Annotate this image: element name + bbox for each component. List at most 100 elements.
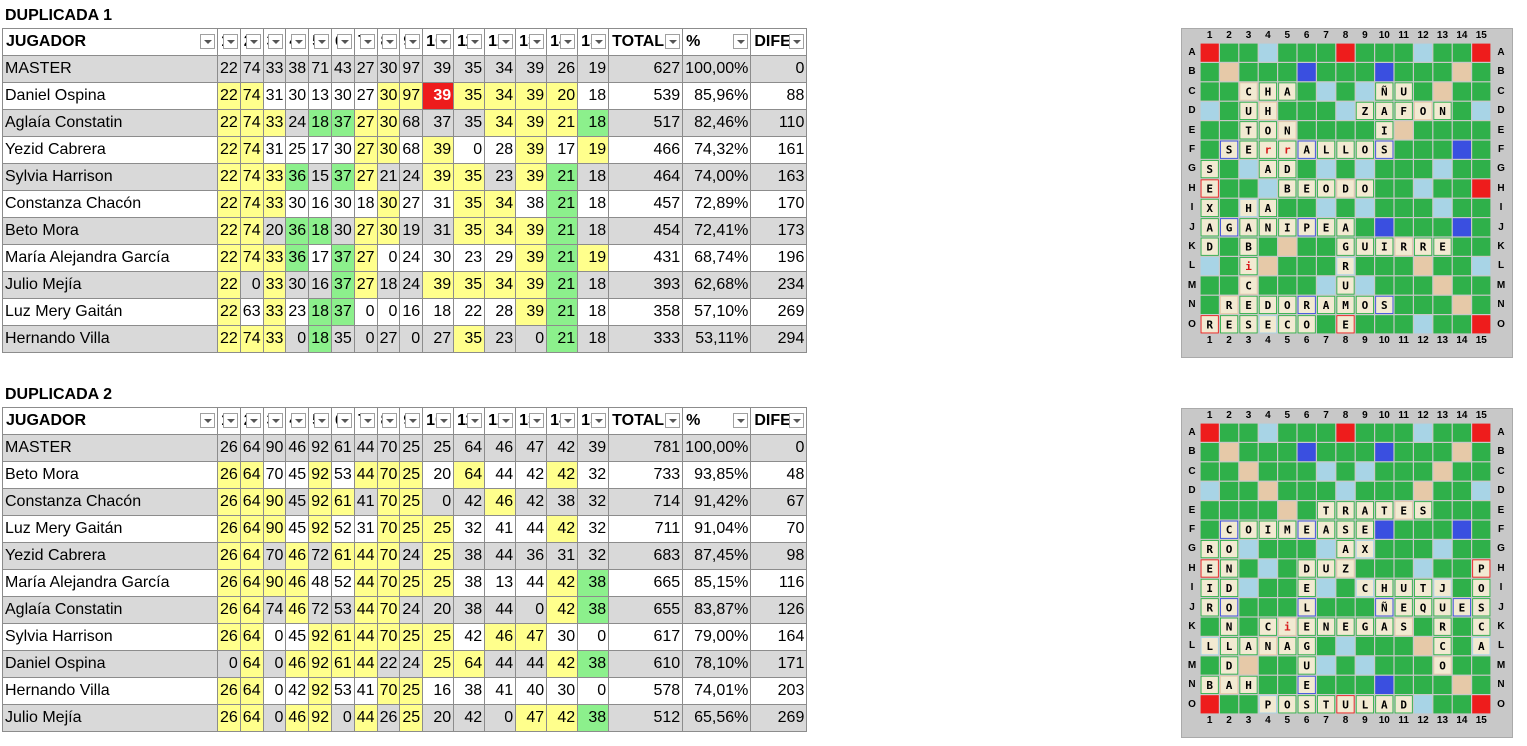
- cell-r10[interactable]: 31: [422, 217, 455, 245]
- cell-difer[interactable]: 70: [750, 515, 808, 543]
- cell-r8[interactable]: 18: [376, 271, 401, 299]
- cell-r8[interactable]: 70: [376, 542, 401, 570]
- filter-dropdown-icon[interactable]: [222, 413, 238, 428]
- cell-r4[interactable]: 36: [285, 217, 310, 245]
- cell-r11[interactable]: 35: [453, 163, 486, 191]
- cell-r4[interactable]: 30: [285, 190, 310, 218]
- cell-r15[interactable]: 39: [577, 434, 610, 462]
- cell-r6[interactable]: 53: [330, 461, 355, 489]
- cell-r1[interactable]: 22: [217, 217, 241, 245]
- cell-r6[interactable]: 43: [330, 55, 355, 83]
- cell-r12[interactable]: 28: [484, 136, 517, 164]
- cell-pct[interactable]: 91,42%: [682, 488, 752, 516]
- cell-r6[interactable]: 52: [330, 515, 355, 543]
- cell-r5[interactable]: 92: [308, 434, 332, 462]
- cell-r2[interactable]: 64: [239, 623, 264, 651]
- cell-r2[interactable]: 74: [239, 190, 264, 218]
- cell-r12[interactable]: 34: [484, 271, 517, 299]
- cell-r8[interactable]: 70: [376, 434, 401, 462]
- cell-r10[interactable]: 25: [422, 623, 455, 651]
- cell-r8[interactable]: 70: [376, 677, 401, 705]
- cell-r5[interactable]: 92: [308, 488, 332, 516]
- cell-r2[interactable]: 64: [239, 704, 264, 732]
- filter-dropdown-icon[interactable]: [382, 413, 398, 428]
- player-name-cell[interactable]: MASTER: [2, 55, 218, 83]
- cell-r12[interactable]: 44: [484, 650, 517, 678]
- filter-dropdown-icon[interactable]: [665, 34, 681, 49]
- cell-pct[interactable]: 91,04%: [682, 515, 752, 543]
- cell-r4[interactable]: 45: [285, 461, 310, 489]
- cell-r2[interactable]: 64: [239, 461, 264, 489]
- cell-r8[interactable]: 70: [376, 461, 401, 489]
- filter-dropdown-icon[interactable]: [529, 34, 545, 49]
- cell-r7[interactable]: 0: [353, 325, 378, 353]
- cell-r6[interactable]: 30: [330, 136, 355, 164]
- player-name-cell[interactable]: Beto Mora: [2, 461, 218, 489]
- player-name-cell[interactable]: Luz Mery Gaitán: [2, 298, 218, 326]
- cell-r8[interactable]: 70: [376, 515, 401, 543]
- filter-dropdown-icon[interactable]: [291, 34, 307, 49]
- cell-r9[interactable]: 16: [399, 298, 424, 326]
- cell-r6[interactable]: 37: [330, 271, 355, 299]
- cell-r1[interactable]: 26: [217, 542, 241, 570]
- cell-difer[interactable]: 173: [750, 217, 808, 245]
- cell-r6[interactable]: 30: [330, 82, 355, 110]
- cell-r1[interactable]: 22: [217, 163, 241, 191]
- cell-r12[interactable]: 34: [484, 190, 517, 218]
- cell-r14[interactable]: 42: [546, 569, 579, 597]
- cell-r9[interactable]: 68: [399, 109, 424, 137]
- cell-r15[interactable]: 19: [577, 55, 610, 83]
- cell-r8[interactable]: 70: [376, 623, 401, 651]
- cell-total[interactable]: 665: [608, 569, 684, 597]
- cell-r11[interactable]: 35: [453, 55, 486, 83]
- cell-pct[interactable]: 85,96%: [682, 82, 752, 110]
- cell-r9[interactable]: 24: [399, 163, 424, 191]
- cell-r11[interactable]: 0: [453, 136, 486, 164]
- cell-r10[interactable]: 18: [422, 298, 455, 326]
- cell-r5[interactable]: 18: [308, 217, 332, 245]
- cell-r7[interactable]: 18: [353, 190, 378, 218]
- filter-dropdown-icon[interactable]: [436, 413, 452, 428]
- cell-r5[interactable]: 18: [308, 298, 332, 326]
- cell-total[interactable]: 655: [608, 596, 684, 624]
- filter-dropdown-icon[interactable]: [382, 34, 398, 49]
- cell-r13[interactable]: 39: [515, 109, 548, 137]
- cell-r12[interactable]: 44: [484, 461, 517, 489]
- cell-r12[interactable]: 28: [484, 298, 517, 326]
- cell-r4[interactable]: 36: [285, 244, 310, 272]
- cell-r4[interactable]: 46: [285, 569, 310, 597]
- cell-r2[interactable]: 74: [239, 109, 264, 137]
- player-name-cell[interactable]: Sylvia Harrison: [2, 163, 218, 191]
- cell-difer[interactable]: 170: [750, 190, 808, 218]
- cell-r11[interactable]: 64: [453, 461, 486, 489]
- cell-r10[interactable]: 31: [422, 190, 455, 218]
- player-name-cell[interactable]: Julio Mejía: [2, 271, 218, 299]
- cell-r3[interactable]: 0: [262, 677, 287, 705]
- cell-difer[interactable]: 98: [750, 542, 808, 570]
- cell-r5[interactable]: 71: [308, 55, 332, 83]
- filter-dropdown-icon[interactable]: [591, 413, 607, 428]
- cell-r11[interactable]: 42: [453, 704, 486, 732]
- cell-r3[interactable]: 33: [262, 271, 287, 299]
- cell-r13[interactable]: 42: [515, 461, 548, 489]
- cell-r15[interactable]: 38: [577, 704, 610, 732]
- cell-r2[interactable]: 64: [239, 515, 264, 543]
- cell-r3[interactable]: 31: [262, 82, 287, 110]
- cell-r3[interactable]: 33: [262, 190, 287, 218]
- cell-r7[interactable]: 44: [353, 623, 378, 651]
- cell-r7[interactable]: 27: [353, 82, 378, 110]
- filter-dropdown-icon[interactable]: [436, 34, 452, 49]
- cell-difer[interactable]: 116: [750, 569, 808, 597]
- cell-r12[interactable]: 46: [484, 434, 517, 462]
- cell-r4[interactable]: 25: [285, 136, 310, 164]
- cell-pct[interactable]: 65,56%: [682, 704, 752, 732]
- cell-r11[interactable]: 35: [453, 325, 486, 353]
- cell-r2[interactable]: 64: [239, 542, 264, 570]
- cell-r7[interactable]: 44: [353, 434, 378, 462]
- cell-r12[interactable]: 23: [484, 163, 517, 191]
- cell-r15[interactable]: 18: [577, 163, 610, 191]
- cell-r3[interactable]: 33: [262, 55, 287, 83]
- cell-r3[interactable]: 33: [262, 109, 287, 137]
- player-name-cell[interactable]: Beto Mora: [2, 217, 218, 245]
- filter-dropdown-icon[interactable]: [313, 34, 329, 49]
